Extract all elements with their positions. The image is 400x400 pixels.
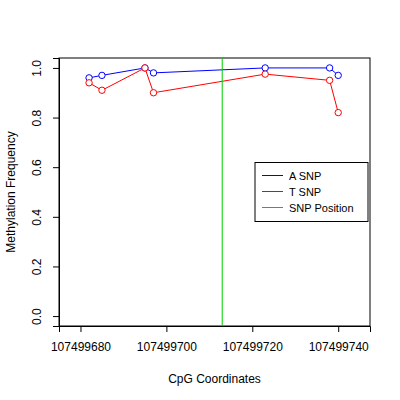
y-tick-label: 1.0 (30, 60, 44, 77)
y-tick: 0.6 (30, 159, 59, 176)
y-tick-mark (53, 167, 59, 168)
series-line (89, 68, 338, 78)
y-tick: 0.2 (30, 258, 59, 275)
y-tick: 0.4 (30, 209, 59, 226)
point (335, 109, 341, 115)
point (326, 77, 332, 83)
y-tick-mark (53, 266, 59, 267)
y-tick-label: 0.6 (30, 159, 44, 176)
point (262, 65, 268, 71)
x-tick-mark (338, 326, 339, 332)
x-tick: 107499740 (309, 326, 369, 354)
x-tick: 107499680 (51, 326, 111, 354)
point (86, 80, 92, 86)
y-tick-mark (53, 68, 59, 69)
y-tick: 0.8 (30, 109, 59, 126)
legend: A SNP T SNP SNP Position (255, 163, 368, 222)
y-tick: 0.0 (30, 308, 59, 325)
point (150, 70, 156, 76)
point (335, 72, 341, 78)
y-tick-mark (53, 217, 59, 218)
x-tick: 107499720 (223, 326, 283, 354)
y-tick-mark (53, 316, 59, 317)
x-tick-label: 107499720 (223, 340, 283, 354)
y-tick: 1.0 (30, 60, 59, 77)
x-axis-title: CpG Coordinates (168, 372, 261, 386)
y-tick-label: 0.0 (30, 308, 44, 325)
y-tick-mark (53, 118, 59, 119)
x-axis: 107499680 107499700 107499720 107499740 (51, 326, 371, 354)
point (99, 87, 105, 93)
legend-label: SNP Position (289, 202, 354, 214)
point (142, 65, 148, 71)
legend-swatch (262, 191, 283, 192)
snp-line (222, 58, 223, 326)
y-tick-label: 0.4 (30, 209, 44, 226)
series-line (89, 68, 338, 113)
point (99, 72, 105, 78)
x-axis-line (60, 327, 371, 333)
y-axis-title: Methylation Frequency (4, 131, 18, 252)
x-tick-label: 107499680 (51, 340, 111, 354)
legend-swatch (262, 175, 283, 176)
x-tick-label: 107499740 (309, 340, 369, 354)
point (142, 65, 148, 71)
legend-label: A SNP (289, 170, 321, 182)
y-axis-line (53, 59, 60, 327)
legend-box (255, 163, 368, 222)
legend-swatch (262, 207, 283, 208)
point (262, 71, 268, 77)
x-tick-mark (80, 326, 81, 332)
point (326, 65, 332, 71)
x-tick-mark (252, 326, 253, 332)
point (150, 90, 156, 96)
x-tick-label: 107499700 (137, 340, 197, 354)
y-tick-label: 0.2 (30, 258, 44, 275)
chart: 1074996801074997001074997201074997400.00… (0, 0, 400, 400)
legend-label: T SNP (289, 186, 321, 198)
x-tick-mark (166, 326, 167, 332)
y-axis: 0.0 0.2 0.4 0.6 0.8 1.0 (30, 59, 60, 327)
plot-frame (59, 58, 370, 326)
x-tick: 107499700 (137, 326, 197, 354)
y-tick-label: 0.8 (30, 109, 44, 126)
plot-area (86, 58, 342, 326)
